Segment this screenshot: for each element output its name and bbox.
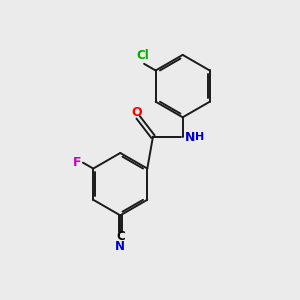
Text: H: H [195,132,204,142]
Text: N: N [185,131,195,144]
Text: N: N [115,240,125,253]
Text: F: F [74,156,82,169]
Text: C: C [116,230,125,243]
Text: Cl: Cl [136,49,149,62]
Text: O: O [131,106,142,119]
